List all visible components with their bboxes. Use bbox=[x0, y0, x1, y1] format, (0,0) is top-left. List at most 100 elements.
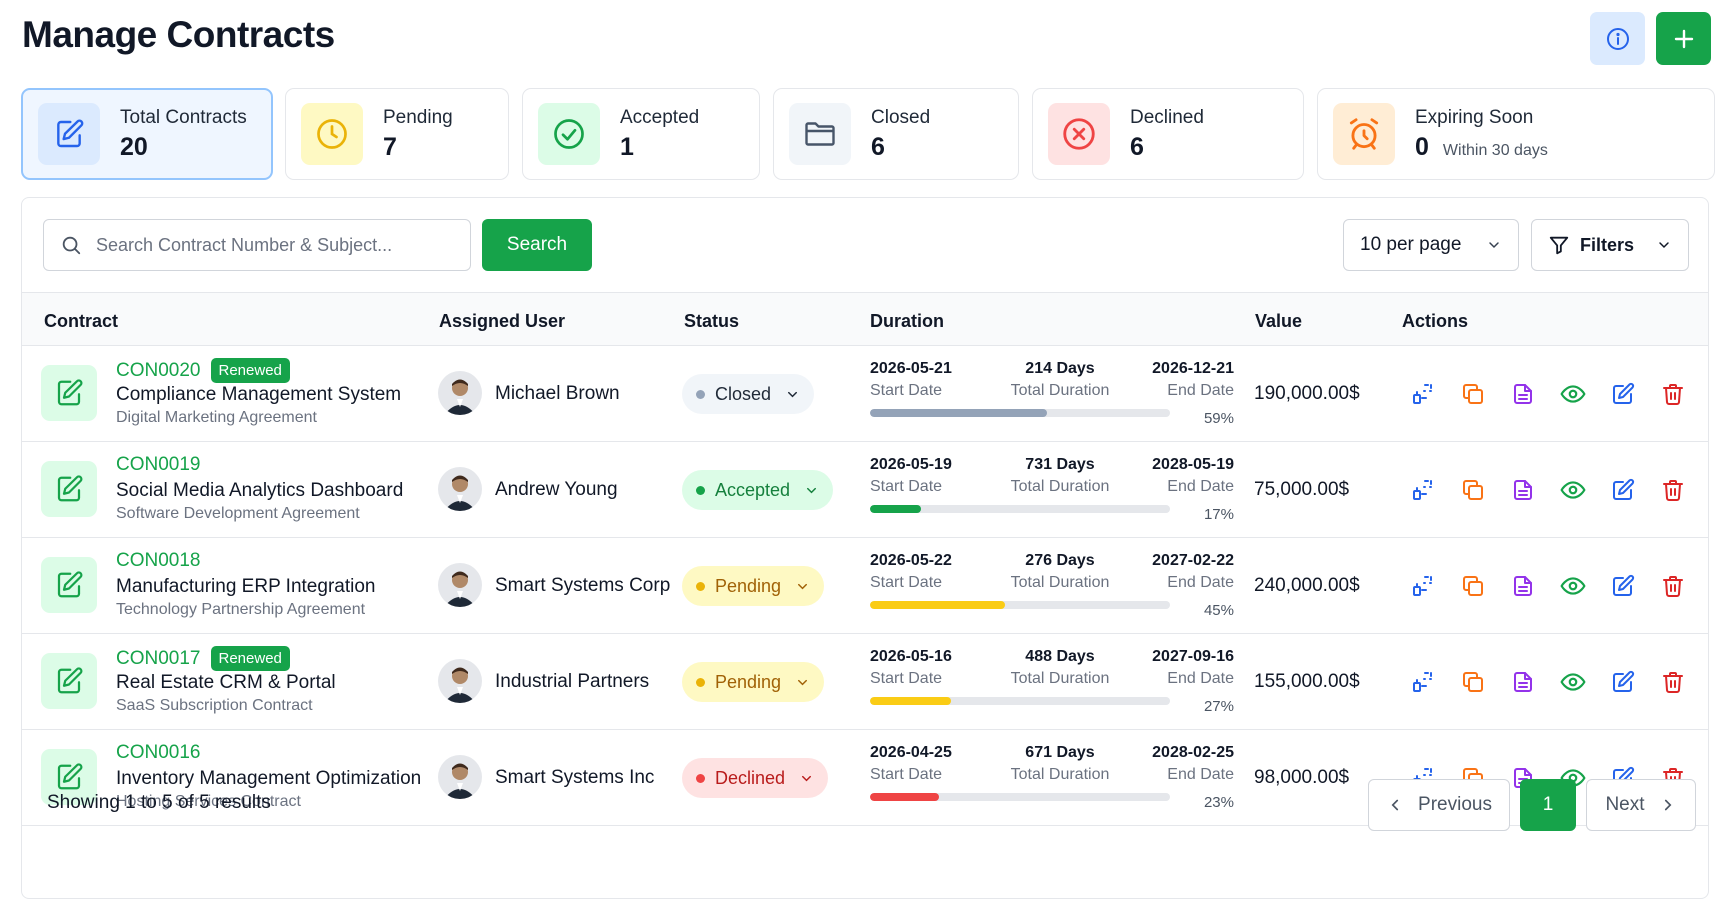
copy-icon[interactable] bbox=[1455, 376, 1491, 412]
contract-number-link[interactable]: CON0016 bbox=[116, 742, 201, 763]
edit-icon[interactable] bbox=[1605, 568, 1641, 604]
stat-card-accepted[interactable]: Accepted 1 bbox=[522, 88, 760, 180]
trash-icon[interactable] bbox=[1655, 664, 1691, 700]
start-date: 2026-05-21 bbox=[870, 360, 952, 377]
contract-number-link[interactable]: CON0018 bbox=[116, 550, 201, 571]
status-label: Pending bbox=[715, 575, 782, 596]
clock-icon bbox=[301, 103, 363, 165]
status-dropdown[interactable]: Declined bbox=[682, 758, 829, 798]
table-row[interactable]: CON0019 Social Media Analytics Dashboard… bbox=[22, 442, 1708, 538]
next-page-button[interactable]: Next bbox=[1586, 779, 1696, 831]
status-dropdown[interactable]: Pending bbox=[682, 566, 825, 606]
trash-icon[interactable] bbox=[1655, 568, 1691, 604]
info-button[interactable] bbox=[1590, 12, 1645, 65]
table-row[interactable]: CON0020 Renewed Compliance Management Sy… bbox=[22, 346, 1708, 442]
table-row[interactable]: CON0017 Renewed Real Estate CRM & Portal… bbox=[22, 634, 1708, 730]
row-actions bbox=[1405, 568, 1705, 604]
chevron-down-icon bbox=[799, 771, 814, 786]
row-actions bbox=[1405, 376, 1705, 412]
chevron-down-icon bbox=[1489, 242, 1499, 249]
assigned-user-name[interactable]: Smart Systems Inc bbox=[495, 767, 655, 788]
avatar bbox=[438, 467, 482, 511]
convert-icon[interactable] bbox=[1405, 376, 1441, 412]
copy-icon[interactable] bbox=[1455, 664, 1491, 700]
status-dropdown[interactable]: Accepted bbox=[682, 470, 834, 510]
edit-icon[interactable] bbox=[1605, 376, 1641, 412]
add-contract-button[interactable] bbox=[1656, 12, 1711, 65]
copy-icon[interactable] bbox=[1455, 472, 1491, 508]
eye-icon[interactable] bbox=[1555, 472, 1591, 508]
duration-label: Total Duration bbox=[1010, 382, 1110, 399]
edit-icon[interactable] bbox=[1605, 472, 1641, 508]
filters-label: Filters bbox=[1580, 234, 1635, 255]
document-icon[interactable] bbox=[1505, 376, 1541, 412]
duration-days: 731 Days bbox=[1025, 456, 1095, 473]
end-date: 2027-02-22 bbox=[1152, 552, 1234, 569]
stat-value: 20 bbox=[120, 132, 148, 161]
status-dropdown[interactable]: Closed bbox=[682, 374, 815, 414]
document-icon[interactable] bbox=[1505, 568, 1541, 604]
search-input[interactable] bbox=[96, 234, 426, 256]
stat-card-closed[interactable]: Closed 6 bbox=[773, 88, 1019, 180]
stat-value: 6 bbox=[871, 132, 885, 161]
contract-number-link[interactable]: CON0019 bbox=[116, 454, 201, 475]
document-icon[interactable] bbox=[1505, 664, 1541, 700]
assigned-user-name[interactable]: Industrial Partners bbox=[495, 671, 650, 692]
per-page-select[interactable]: 10 per page bbox=[1343, 219, 1519, 271]
duration-progress-fill bbox=[870, 409, 1047, 417]
folder-icon bbox=[789, 103, 851, 165]
status-dropdown[interactable]: Pending bbox=[682, 662, 825, 702]
chevron-left-icon bbox=[1391, 799, 1399, 811]
contract-document-icon bbox=[41, 365, 97, 421]
duration-days: 488 Days bbox=[1025, 648, 1095, 665]
filters-button[interactable]: Filters bbox=[1531, 219, 1689, 271]
duration-progress-percent: 17% bbox=[1203, 506, 1234, 523]
eye-icon[interactable] bbox=[1555, 376, 1591, 412]
previous-page-button[interactable]: Previous bbox=[1368, 779, 1510, 831]
chevron-down-icon bbox=[795, 579, 810, 594]
assigned-user-name[interactable]: Smart Systems Corp bbox=[495, 575, 671, 596]
contract-subject: Manufacturing ERP Integration bbox=[116, 576, 376, 597]
duration-progress-percent: 59% bbox=[1203, 410, 1234, 427]
convert-icon[interactable] bbox=[1405, 664, 1441, 700]
contract-document-icon bbox=[41, 557, 97, 613]
contract-value: 75,000.00$ bbox=[1254, 479, 1350, 500]
contract-value: 155,000.00$ bbox=[1254, 671, 1360, 692]
stat-card-pending[interactable]: Pending 7 bbox=[285, 88, 509, 180]
trash-icon[interactable] bbox=[1655, 472, 1691, 508]
assigned-user-name[interactable]: Michael Brown bbox=[495, 383, 620, 404]
search-field[interactable] bbox=[43, 219, 471, 271]
chevron-down-icon bbox=[1659, 242, 1669, 249]
end-date-label: End Date bbox=[1167, 670, 1234, 687]
stat-card-expiring[interactable]: Expiring Soon 0 Within 30 days bbox=[1317, 88, 1715, 180]
eye-icon[interactable] bbox=[1555, 664, 1591, 700]
table-row[interactable]: CON0018 Manufacturing ERP Integration Te… bbox=[22, 538, 1708, 634]
copy-icon[interactable] bbox=[1455, 568, 1491, 604]
document-icon[interactable] bbox=[1505, 472, 1541, 508]
start-date-label: Start Date bbox=[870, 382, 943, 399]
table-row[interactable]: CON0016 Inventory Management Optimizatio… bbox=[22, 730, 1708, 826]
search-button[interactable]: Search bbox=[482, 219, 592, 271]
stats-bar: Total Contracts 20 Pending 7 Accepted 1 … bbox=[21, 88, 1715, 180]
end-date: 2028-05-19 bbox=[1152, 456, 1234, 473]
convert-icon[interactable] bbox=[1405, 568, 1441, 604]
duration-progress-track bbox=[870, 793, 1170, 801]
stat-card-declined[interactable]: Declined 6 bbox=[1032, 88, 1304, 180]
edit-icon[interactable] bbox=[1605, 664, 1641, 700]
page-button-current[interactable]: 1 bbox=[1520, 779, 1576, 831]
duration-progress-fill bbox=[870, 793, 939, 801]
contract-number-link[interactable]: CON0020 bbox=[116, 359, 201, 381]
stat-value: 7 bbox=[383, 132, 397, 161]
column-header: Value bbox=[1255, 311, 1303, 331]
alarm-clock-icon bbox=[1333, 103, 1395, 165]
renewed-badge: Renewed bbox=[210, 646, 290, 671]
stat-label: Accepted bbox=[620, 106, 700, 128]
convert-icon[interactable] bbox=[1405, 472, 1441, 508]
eye-icon[interactable] bbox=[1555, 568, 1591, 604]
assigned-user-name[interactable]: Andrew Young bbox=[495, 479, 618, 500]
contract-number-link[interactable]: CON0017 bbox=[116, 647, 201, 669]
stat-card-total[interactable]: Total Contracts 20 bbox=[21, 88, 273, 180]
start-date: 2026-05-19 bbox=[870, 456, 952, 473]
column-header: Actions bbox=[1402, 311, 1469, 331]
trash-icon[interactable] bbox=[1655, 376, 1691, 412]
